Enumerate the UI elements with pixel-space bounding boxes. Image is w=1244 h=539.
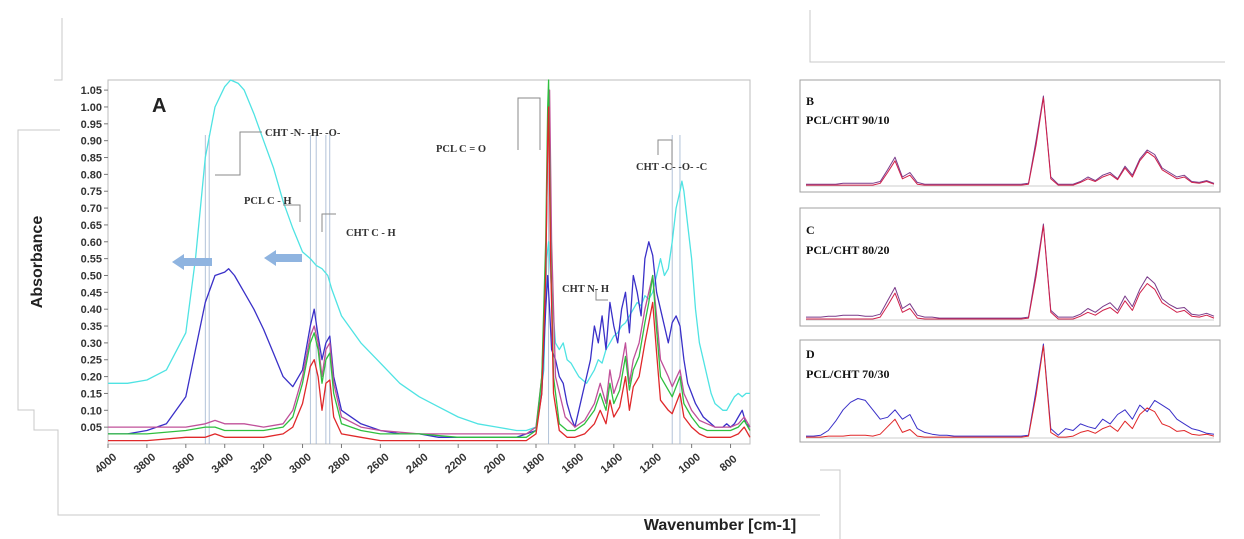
x-tick-label: 1800 bbox=[521, 451, 547, 476]
x-tick-label: 3600 bbox=[171, 451, 197, 476]
x-tick-label: 1200 bbox=[638, 451, 664, 476]
y-tick-label: 0.60 bbox=[81, 237, 102, 249]
annotation-cht-nho: CHT -N- -H- -O- bbox=[265, 128, 341, 139]
panel-d-label: D bbox=[806, 347, 815, 361]
y-tick-label: 0.15 bbox=[81, 388, 102, 400]
x-tick-label: 1600 bbox=[560, 451, 586, 476]
y-tick-label: 0.55 bbox=[81, 254, 102, 266]
x-tick-label: 4000 bbox=[93, 451, 119, 476]
y-tick-label: 0.75 bbox=[81, 186, 102, 198]
panel-a-label: A bbox=[152, 95, 166, 117]
panel-a-series bbox=[108, 79, 751, 442]
panel-a-y-tick-labels: 0.05 0.10 0.15 0.20 0.25 0.30 0.35 0.40 0.45 0.50… bbox=[81, 85, 108, 434]
small-panel-series-line bbox=[806, 225, 1215, 320]
y-tick-label: 0.50 bbox=[81, 270, 102, 282]
y-tick-label: 1.00 bbox=[81, 102, 102, 114]
x-tick-label: 2000 bbox=[482, 451, 508, 476]
annotation-cht-ch: CHT C - H bbox=[346, 228, 396, 239]
panel-a-frame bbox=[107, 79, 751, 445]
x-tick-label: 2200 bbox=[443, 451, 469, 476]
y-tick-label: 0.35 bbox=[81, 321, 102, 333]
spectrum-series-line bbox=[108, 89, 751, 435]
y-tick-label: 0.25 bbox=[81, 355, 102, 367]
decorative-border-lines bbox=[17, 10, 1225, 539]
shift-arrow-left-icon bbox=[264, 250, 302, 266]
y-tick-label: 0.80 bbox=[81, 169, 102, 181]
y-tick-label: 0.85 bbox=[81, 153, 102, 165]
small-panel-series-line bbox=[806, 95, 1215, 185]
y-tick-label: 0.40 bbox=[81, 304, 102, 316]
panel-d-frame bbox=[799, 339, 1221, 443]
annotation-pcl-co: PCL C = O bbox=[436, 144, 486, 155]
x-tick-label: 1000 bbox=[676, 451, 702, 476]
annotation-pcl-ch: PCL C - H bbox=[244, 196, 292, 207]
panel-b-frame bbox=[799, 79, 1221, 193]
y-tick-label: 0.10 bbox=[81, 405, 102, 417]
panel-b-title: PCL/CHT 90/10 bbox=[806, 113, 889, 127]
panel-a-x-tick-labels: 4000 3800 3600 3400 3200 3000 2800 2600 2400 2200… bbox=[93, 444, 740, 476]
y-tick-label: 0.95 bbox=[81, 119, 102, 131]
panel-a-band-markers bbox=[204, 135, 681, 444]
panel-d: D PCL/CHT 70/30 bbox=[799, 339, 1221, 443]
y-tick-label: 0.65 bbox=[81, 220, 102, 232]
shift-arrows bbox=[172, 250, 302, 270]
y-tick-label: 1.05 bbox=[81, 85, 102, 97]
x-tick-label: 800 bbox=[718, 453, 740, 474]
y-tick-label: 0.30 bbox=[81, 338, 102, 350]
x-tick-label: 3000 bbox=[287, 451, 313, 476]
y-tick-label: 0.45 bbox=[81, 287, 102, 299]
spectrum-series-line bbox=[108, 241, 751, 438]
x-tick-label: 2400 bbox=[404, 451, 430, 476]
annotation-cht-coc: CHT -C- -O- -C bbox=[636, 162, 707, 173]
panel-c: C PCL/CHT 80/20 bbox=[799, 207, 1221, 327]
x-tick-label: 2600 bbox=[365, 451, 391, 476]
annotation-cht-nh: CHT N- H bbox=[562, 284, 609, 295]
panel-c-frame bbox=[799, 207, 1221, 327]
small-panel-series-line bbox=[806, 223, 1215, 319]
panel-c-title: PCL/CHT 80/20 bbox=[806, 243, 889, 257]
y-tick-label: 0.20 bbox=[81, 372, 102, 384]
x-tick-label: 1400 bbox=[599, 451, 625, 476]
small-panel-series-line bbox=[806, 343, 1215, 437]
panel-b: B PCL/CHT 90/10 bbox=[799, 79, 1221, 193]
small-panel-series-line bbox=[806, 97, 1215, 186]
x-tick-label: 3200 bbox=[248, 451, 274, 476]
x-tick-label: 2800 bbox=[326, 451, 352, 476]
annotation-leaders bbox=[215, 97, 673, 301]
panel-b-label: B bbox=[806, 94, 814, 108]
x-axis-title: Wavenumber [cm-1] bbox=[644, 517, 796, 534]
y-axis-title: Absorbance bbox=[29, 216, 46, 309]
x-tick-label: 3800 bbox=[132, 451, 158, 476]
spectrum-series-line bbox=[108, 79, 750, 432]
y-tick-label: 0.90 bbox=[81, 136, 102, 148]
panel-d-title: PCL/CHT 70/30 bbox=[806, 367, 889, 381]
y-tick-label: 0.70 bbox=[81, 203, 102, 215]
small-panel-series-line bbox=[806, 345, 1215, 438]
y-tick-label: 0.05 bbox=[81, 422, 102, 434]
shift-arrow-left-icon bbox=[172, 254, 212, 270]
x-tick-label: 3400 bbox=[210, 451, 236, 476]
panel-c-label: C bbox=[806, 223, 815, 237]
spectrum-series-line bbox=[108, 106, 751, 442]
spectrum-series-line bbox=[108, 79, 751, 438]
